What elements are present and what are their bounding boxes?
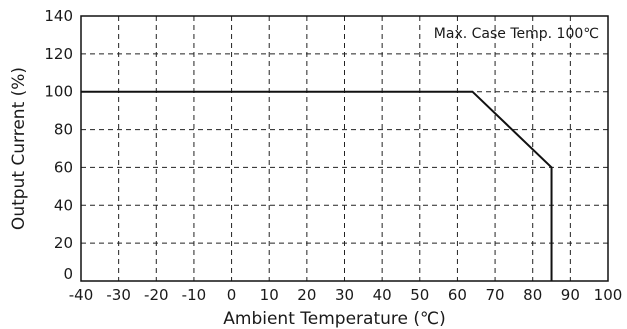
plot-frame: [80, 15, 609, 282]
y-tick-labels: 0 20 40 60 80 100 120 140: [44, 7, 73, 283]
x-tick-labels: -40 -30 -20 -10 0 10 20 30 40 50 60 70 80 90 100: [69, 286, 623, 304]
y-tick-label: 100: [44, 83, 73, 101]
y-tick-label: 140: [44, 7, 73, 25]
max-case-temp-annotation: Max. Case Temp. 100℃: [434, 26, 599, 42]
x-tick-label: -20: [144, 286, 169, 304]
x-tick-label: 100: [594, 286, 623, 304]
y-tick-label: 60: [54, 158, 73, 176]
x-tick-label: 30: [335, 286, 354, 304]
y-tick-label: 0: [63, 265, 73, 283]
x-tick-label: 50: [410, 286, 429, 304]
y-tick-label: 20: [54, 234, 73, 252]
x-tick-label: -10: [182, 286, 207, 304]
x-tick-label: 0: [227, 286, 237, 304]
derating-curve: [81, 90, 553, 281]
grid-lines: [81, 16, 608, 281]
x-tick-label: 40: [373, 286, 392, 304]
y-axis-label: Output Current (%): [9, 67, 29, 230]
y-tick-label: 120: [44, 45, 73, 63]
series-layer: [81, 90, 553, 281]
y-tick-label: 80: [54, 121, 73, 139]
x-tick-label: 60: [448, 286, 467, 304]
y-tick-label: 40: [54, 196, 73, 214]
x-tick-label: 70: [486, 286, 505, 304]
x-axis-label: Ambient Temperature (℃): [223, 309, 445, 329]
x-tick-label: 80: [523, 286, 542, 304]
x-tick-label: 10: [260, 286, 279, 304]
x-tick-label: 20: [297, 286, 316, 304]
x-tick-label: -30: [106, 286, 131, 304]
x-tick-label: -40: [69, 286, 94, 304]
x-tick-label: 90: [561, 286, 580, 304]
